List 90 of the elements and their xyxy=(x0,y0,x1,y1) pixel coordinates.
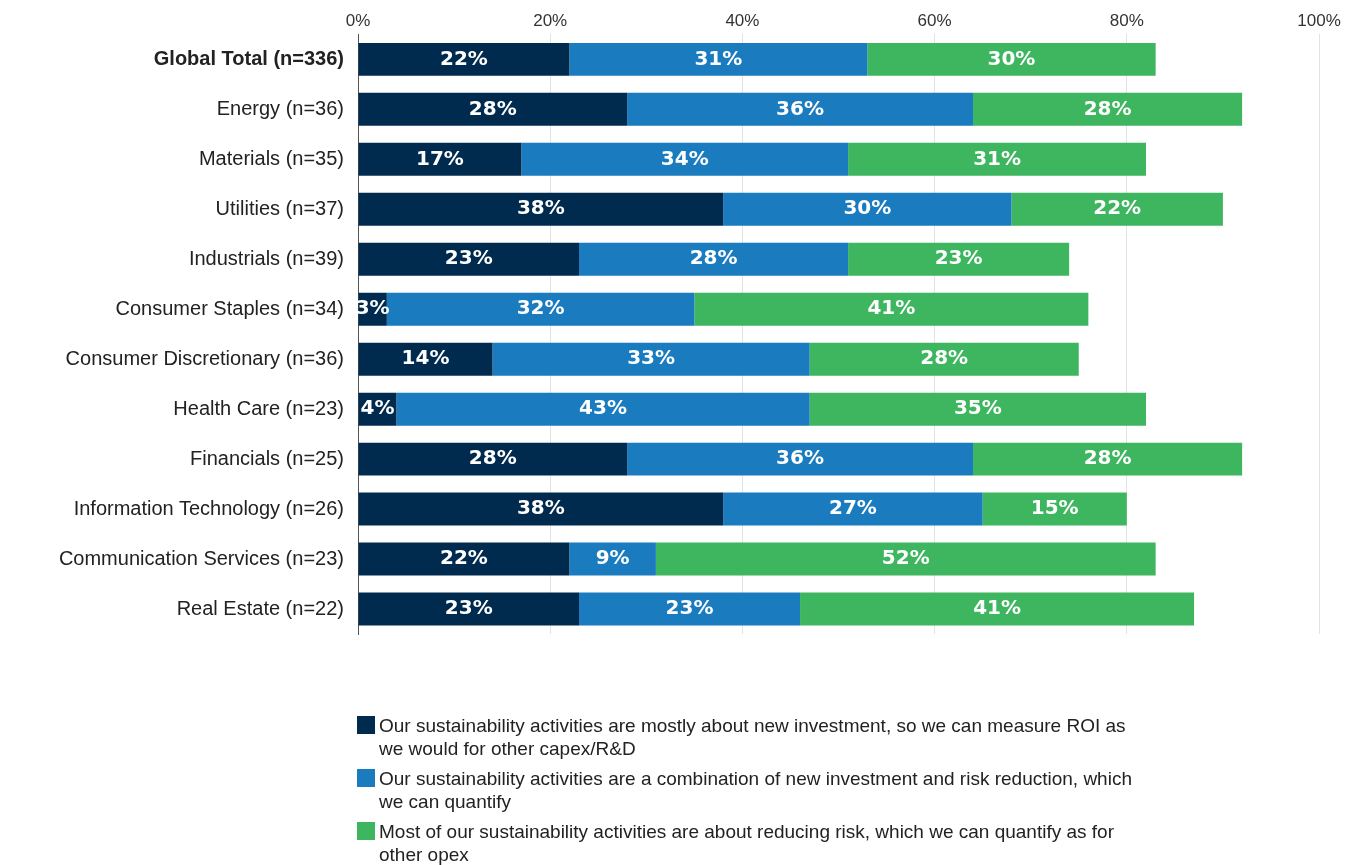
y-tick-label: Communication Services (n=23) xyxy=(58,546,344,569)
bar xyxy=(723,192,1012,226)
bar xyxy=(809,342,1079,376)
data-label: 22% xyxy=(440,45,488,70)
data-label: 36% xyxy=(776,445,824,470)
y-tick-label: Materials (n=35) xyxy=(198,146,344,169)
bar xyxy=(809,392,1147,426)
data-label: 27% xyxy=(828,495,877,520)
data-label: 34% xyxy=(660,145,709,170)
y-tick-label: Energy (n=36) xyxy=(216,96,344,119)
bar xyxy=(358,542,570,576)
legend-label: Most of our sustainability activities are about reducing risk, which we can quantify as for other opex xyxy=(379,820,1116,865)
bar xyxy=(569,542,656,576)
data-label: 14% xyxy=(401,345,450,370)
bar xyxy=(723,492,983,526)
data-label: 30% xyxy=(843,195,892,220)
bar xyxy=(848,242,1070,276)
bar xyxy=(569,42,868,76)
bar xyxy=(655,542,1156,576)
data-label: 43% xyxy=(579,395,627,420)
data-label: 35% xyxy=(953,395,1002,420)
bar xyxy=(396,392,810,426)
bar xyxy=(358,342,493,376)
data-label: 38% xyxy=(516,495,565,520)
legend-label: Our sustainability activities are mostly about new investment, so we can measure ROI as we would for other capex/R&D xyxy=(379,714,1127,760)
bar xyxy=(358,142,522,176)
data-label: 31% xyxy=(973,145,1021,170)
data-label: 23% xyxy=(934,245,983,270)
data-label: 36% xyxy=(776,95,824,120)
data-label: 28% xyxy=(1083,95,1132,120)
bar xyxy=(1011,192,1223,226)
y-tick-label: Real Estate (n=22) xyxy=(176,596,344,619)
data-label: 31% xyxy=(694,45,743,70)
legend-label: Our sustainability activities are a combination of new investment and risk reduction, which we can quantify xyxy=(379,767,1133,813)
bar xyxy=(694,292,1089,326)
bar xyxy=(358,192,724,226)
bar xyxy=(800,592,1195,626)
x-tick-label: 80% xyxy=(1109,10,1144,30)
y-tick-label: Information Technology (n=26) xyxy=(73,496,344,519)
data-label: 30% xyxy=(987,45,1036,70)
data-label: 17% xyxy=(416,145,464,170)
y-tick-label: Utilities (n=37) xyxy=(215,196,344,219)
x-tick-label: 0% xyxy=(345,10,371,30)
data-label: 23% xyxy=(665,595,714,620)
bar xyxy=(358,492,724,526)
data-label: 33% xyxy=(627,345,676,370)
y-tick-label: Global Total (n=336) xyxy=(153,46,344,69)
bar xyxy=(358,242,580,276)
data-label: 41% xyxy=(973,595,1021,620)
bar xyxy=(358,442,628,476)
bar xyxy=(521,142,849,176)
x-tick-label: 20% xyxy=(533,10,568,30)
bar xyxy=(627,92,974,126)
x-tick-label: 60% xyxy=(917,10,952,30)
data-label: 28% xyxy=(468,95,517,120)
data-label: 52% xyxy=(881,545,930,570)
data-label: 9% xyxy=(595,545,630,570)
bar xyxy=(492,342,810,376)
bar xyxy=(579,242,849,276)
bar xyxy=(867,42,1156,76)
data-label: 28% xyxy=(920,345,969,370)
bar xyxy=(973,442,1243,476)
data-label: 28% xyxy=(468,445,517,470)
data-label: 28% xyxy=(689,245,738,270)
data-label: 38% xyxy=(516,195,565,220)
data-label: 3% xyxy=(355,295,390,320)
y-tick-label: Industrials (n=39) xyxy=(188,246,344,269)
data-label: 32% xyxy=(516,295,565,320)
data-label: 28% xyxy=(1083,445,1132,470)
x-tick-label: 100% xyxy=(1297,10,1341,30)
x-tick-label: 40% xyxy=(725,10,760,30)
bar xyxy=(982,492,1127,526)
bar xyxy=(358,42,570,76)
y-tick-label: Financials (n=25) xyxy=(190,446,344,469)
y-tick-label: Consumer Discretionary (n=36) xyxy=(65,346,344,369)
y-tick-label: Health Care (n=23) xyxy=(173,396,344,419)
bar xyxy=(848,142,1147,176)
bar xyxy=(579,592,801,626)
data-label: 22% xyxy=(1093,195,1142,220)
bar xyxy=(358,592,580,626)
data-label: 23% xyxy=(444,245,493,270)
data-label: 22% xyxy=(440,545,488,570)
bar xyxy=(358,92,628,126)
data-label: 15% xyxy=(1030,495,1079,520)
data-label: 41% xyxy=(867,295,916,320)
data-label: 23% xyxy=(444,595,493,620)
bar xyxy=(973,92,1243,126)
data-label: 4% xyxy=(360,395,395,420)
bar xyxy=(627,442,974,476)
y-tick-label: Consumer Staples (n=34) xyxy=(115,296,344,319)
